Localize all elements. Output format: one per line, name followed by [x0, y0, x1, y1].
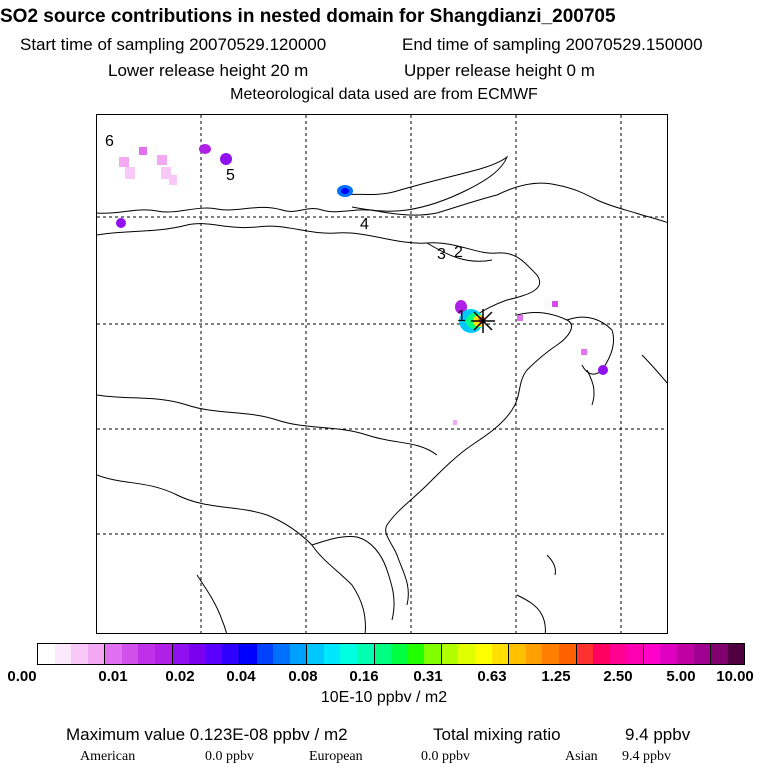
plume-cell [119, 157, 129, 167]
colorbar-cell [626, 644, 643, 664]
colorbar-tick: 0.02 [165, 668, 195, 685]
region-label-2: 2 [454, 244, 463, 261]
max-value-label: Maximum value 0.123E-08 ppbv / m2 [66, 725, 348, 744]
colorbar-cell [391, 644, 408, 664]
plume-cell [552, 301, 558, 307]
map-svg [97, 115, 667, 633]
colorbar-tick: 0.16 [349, 668, 379, 685]
colorbar-cell [222, 644, 239, 664]
colorbar-cell [289, 644, 307, 664]
colorbar-cell [491, 644, 509, 664]
colorbar-cell [238, 644, 257, 664]
total-mixing-value: 9.4 ppbv [625, 725, 691, 744]
colorbar-cell [87, 644, 105, 664]
colorbar-cell [558, 644, 576, 664]
asian-value: 9.4 ppbv [622, 749, 671, 764]
plume-cell [199, 144, 211, 154]
asian-label: Asian [565, 749, 598, 764]
colorbar-cell [71, 644, 88, 664]
colorbar-tick: 0.08 [288, 668, 318, 685]
colorbar-cell [508, 644, 526, 664]
colorbar-tick: 2.50 [603, 668, 633, 685]
plume-cell [341, 188, 349, 194]
plume-cell [161, 167, 171, 179]
colorbar-cell [676, 644, 694, 664]
graticule [97, 115, 667, 633]
coastlines [97, 155, 667, 633]
colorbar-cell [171, 644, 190, 664]
colorbar-cell [660, 644, 677, 664]
colorbar-cell [575, 644, 594, 664]
colorbar [37, 643, 745, 665]
colorbar-cell [323, 644, 341, 664]
american-value: 0.0 ppbv [205, 749, 254, 764]
colorbar-cell [593, 644, 610, 664]
colorbar-cell [104, 644, 122, 664]
colorbar-cell [54, 644, 72, 664]
region-label-6: 6 [105, 133, 114, 150]
plume-cell [125, 167, 135, 179]
plume-cell [453, 420, 457, 425]
plume-cell [139, 147, 147, 155]
colorbar-cell [609, 644, 627, 664]
region-label-3: 3 [437, 246, 446, 263]
unit-label: 10E-10 ppbv / m2 [320, 689, 448, 706]
colorbar-cell [205, 644, 223, 664]
colorbar-cell [458, 644, 476, 664]
colorbar-cell [693, 644, 711, 664]
colorbar-tick: 10.00 [716, 668, 754, 685]
colorbar-tick: 0.04 [226, 668, 256, 685]
upper-release-label: Upper release height 0 m [404, 61, 595, 80]
colorbar-cell [121, 644, 139, 664]
colorbar-cell [155, 644, 172, 664]
colorbar-tick: 0.63 [477, 668, 507, 685]
colorbar-cell [138, 644, 156, 664]
plume-group [116, 144, 608, 425]
colorbar-cell [340, 644, 357, 664]
colorbar-cell [440, 644, 459, 664]
colorbar-tick: 0.01 [98, 668, 128, 685]
colorbar-tick: 0.00 [7, 668, 37, 685]
colorbar-cell [256, 644, 274, 664]
colorbar-cell [525, 644, 543, 664]
colorbar-cell [710, 644, 728, 664]
colorbar-cell [306, 644, 324, 664]
colorbar-cell [475, 644, 492, 664]
colorbar-cell [189, 644, 206, 664]
colorbar-tick: 5.00 [666, 668, 696, 685]
start-time-label: Start time of sampling 20070529.120000 [20, 35, 327, 54]
region-label-5: 5 [226, 167, 235, 184]
colorbar-cell [642, 644, 661, 664]
colorbar-tick: 1.25 [541, 668, 571, 685]
european-label: European [309, 749, 363, 764]
plume-cell [116, 218, 126, 228]
total-mixing-label: Total mixing ratio [433, 725, 561, 744]
plume-cell [157, 155, 167, 165]
colorbar-cell [542, 644, 559, 664]
map-panel: 6 5 4 3 2 1 [96, 114, 668, 634]
plume-cell [517, 315, 523, 321]
colorbar-cell [727, 644, 745, 664]
colorbar-cell [407, 644, 425, 664]
lower-release-label: Lower release height 20 m [108, 61, 309, 80]
source-star-icon [471, 309, 495, 333]
plume-cell [581, 349, 587, 355]
met-data-label: Meteorological data used are from ECMWF [230, 86, 538, 103]
end-time-label: End time of sampling 20070529.150000 [402, 35, 703, 54]
colorbar-cell [273, 644, 290, 664]
plume-cell [598, 365, 608, 375]
colorbar-cell [373, 644, 392, 664]
colorbar-cell [356, 644, 374, 664]
region-label-4: 4 [360, 216, 369, 233]
colorbar-tick: 0.31 [413, 668, 443, 685]
plume-cell [169, 175, 177, 185]
plume-cell [455, 300, 467, 314]
region-label-1: 1 [457, 308, 466, 325]
map-title: SO2 source contributions in nested domai… [0, 6, 616, 27]
american-label: American [80, 749, 136, 764]
european-value: 0.0 ppbv [421, 749, 470, 764]
plume-cell [220, 153, 232, 165]
colorbar-cell [38, 644, 55, 664]
colorbar-cell [424, 644, 441, 664]
